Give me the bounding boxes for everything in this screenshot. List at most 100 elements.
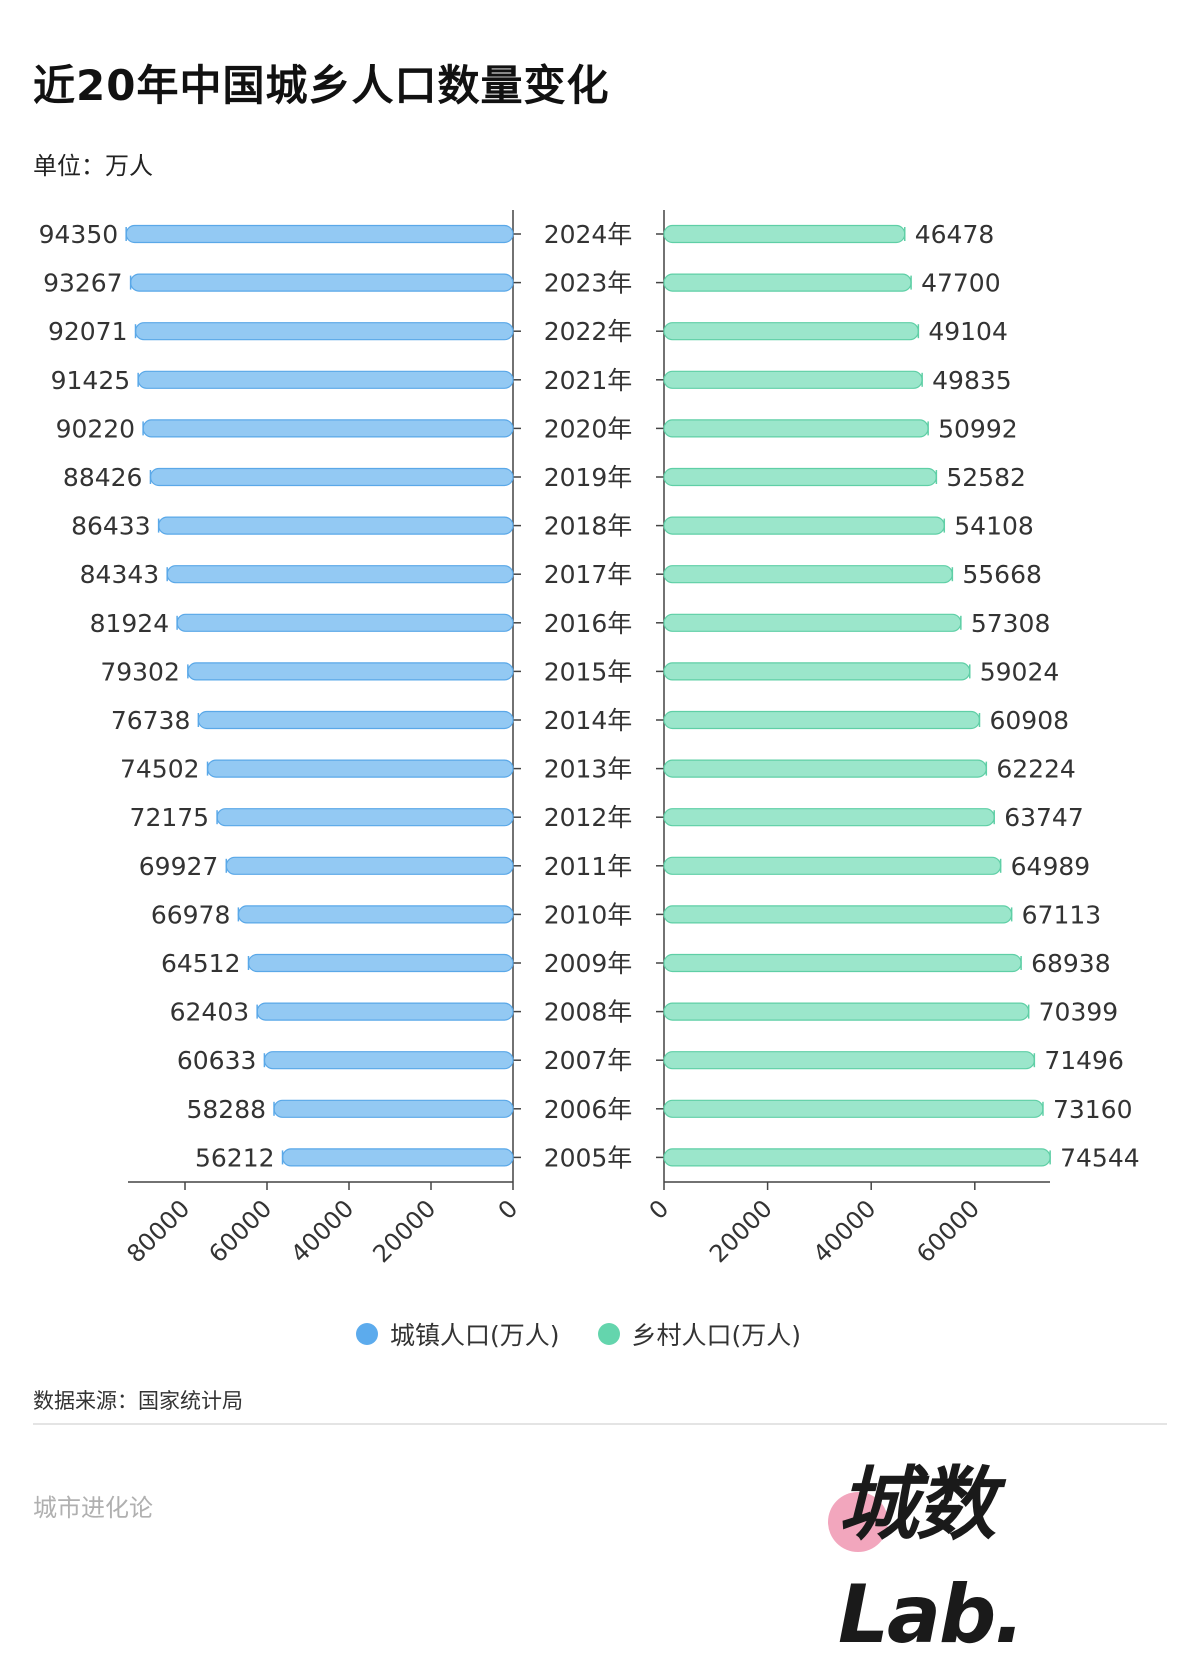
legend-label-urban: 城镇人口(万人): [390, 1321, 560, 1350]
right-axis-tick-label: 40000: [808, 1194, 882, 1268]
urban-value-label: 86433: [71, 512, 151, 541]
rural-value-label: 54108: [954, 512, 1034, 541]
urban-value-label: 66978: [151, 900, 231, 929]
urban-value-label: 76738: [111, 706, 191, 735]
urban-value-label: 81924: [90, 609, 170, 638]
year-label: 2021年: [544, 366, 633, 395]
rural-bar: [663, 516, 945, 535]
urban-value-label: 91425: [51, 366, 131, 395]
rural-bar: [663, 1051, 1035, 1070]
rural-value-label: 63747: [1004, 803, 1084, 832]
page-title: 近20年中国城乡人口数量变化: [33, 61, 610, 110]
year-label: 2005年: [544, 1143, 633, 1172]
urban-bar: [281, 1148, 514, 1167]
rural-bar: [663, 710, 981, 730]
brand-name: 城市进化论: [33, 1494, 153, 1522]
right-axis-tick-label: 20000: [704, 1194, 778, 1268]
urban-value-label: 88426: [63, 463, 143, 492]
year-label: 2015年: [544, 657, 633, 686]
unit-label: 单位：万人: [33, 152, 153, 180]
year-label: 2016年: [544, 609, 633, 638]
rural-value-label: 59024: [980, 657, 1060, 686]
urban-dot-icon: [356, 1323, 378, 1345]
rural-value-label: 71496: [1044, 1046, 1124, 1075]
right-axis-tick-label: 60000: [911, 1194, 985, 1268]
year-label: 2019年: [544, 463, 633, 492]
urban-bar: [263, 1051, 514, 1070]
rural-value-label: 55668: [962, 560, 1042, 589]
urban-value-label: 64512: [161, 949, 241, 978]
rural-bar: [663, 370, 923, 389]
urban-value-label: 74502: [120, 755, 200, 784]
rural-value-label: 46478: [915, 220, 995, 249]
left-axis-tick-label: 0: [493, 1194, 524, 1225]
urban-value-label: 56212: [195, 1143, 275, 1172]
year-label: 2011年: [544, 852, 633, 881]
logo-text: 城数Lab.: [838, 1458, 1025, 1661]
year-label: 2009年: [544, 949, 633, 978]
urban-bar: [166, 565, 514, 584]
rural-dot-icon: [597, 1323, 620, 1345]
legend-label-rural: 乡村人口(万人): [631, 1321, 802, 1350]
urban-value-label: 79302: [100, 657, 180, 686]
urban-bar: [216, 808, 514, 827]
urban-bar: [149, 467, 514, 487]
rural-bar: [663, 1148, 1051, 1167]
urban-bar: [130, 273, 514, 292]
year-label: 2012年: [544, 803, 633, 832]
footer-divider: [33, 1423, 1167, 1425]
rural-bar: [663, 953, 1022, 973]
rural-value-label: 74544: [1060, 1143, 1140, 1172]
rural-bar: [663, 1099, 1044, 1118]
year-label: 2008年: [544, 998, 633, 1027]
urban-bar: [247, 953, 514, 973]
urban-bar: [256, 1002, 514, 1021]
urban-value-label: 60633: [177, 1046, 257, 1075]
data-source: 数据来源：国家统计局: [33, 1389, 243, 1413]
urban-bar: [237, 905, 514, 924]
year-label: 2014年: [544, 706, 633, 735]
left-axis-tick-label: 20000: [367, 1194, 441, 1268]
rural-bar: [663, 905, 1013, 924]
urban-bar: [158, 516, 514, 535]
brand-logo: 城数Lab.: [810, 1450, 1170, 1661]
rural-bar: [663, 662, 971, 681]
urban-bar: [273, 1099, 514, 1118]
urban-value-label: 84343: [80, 560, 160, 589]
rural-value-label: 60908: [990, 706, 1070, 735]
rural-bar: [663, 856, 1002, 875]
rural-value-label: 70399: [1039, 998, 1119, 1027]
rural-bar: [663, 613, 962, 632]
rural-bar: [663, 224, 906, 244]
year-label: 2023年: [544, 269, 633, 298]
year-label: 2017年: [544, 560, 633, 589]
legend-item-urban[interactable]: 城镇人口(万人): [356, 1316, 560, 1352]
rural-bar: [663, 273, 912, 292]
urban-bar: [137, 370, 514, 389]
urban-bar: [142, 419, 514, 438]
butterfly-bar-chart: 94350 2024年 46478 93267 2023年 47700 92071 2022年…: [39, 210, 1140, 1268]
year-label: 2013年: [544, 755, 633, 784]
year-label: 2022年: [544, 317, 633, 346]
year-label: 2018年: [544, 512, 633, 541]
legend-item-rural[interactable]: 乡村人口(万人): [597, 1316, 802, 1352]
urban-value-label: 58288: [186, 1095, 266, 1124]
urban-value-label: 69927: [139, 852, 219, 881]
rural-value-label: 67113: [1022, 900, 1102, 929]
year-label: 2006年: [544, 1095, 633, 1124]
rural-bar: [663, 419, 929, 438]
urban-bar: [176, 613, 514, 632]
urban-value-label: 90220: [56, 414, 136, 443]
right-axis-tick-label: 0: [644, 1194, 675, 1225]
rural-value-label: 49104: [928, 317, 1008, 346]
rural-value-label: 49835: [932, 366, 1012, 395]
year-label: 2024年: [544, 220, 633, 249]
urban-bar: [187, 662, 514, 681]
rural-value-label: 57308: [971, 609, 1051, 638]
rural-bar: [663, 565, 953, 584]
rural-bar: [663, 467, 937, 487]
urban-bar: [125, 224, 514, 244]
rural-value-label: 64989: [1011, 852, 1091, 881]
left-axis-tick-label: 40000: [285, 1194, 359, 1268]
urban-value-label: 93267: [43, 269, 123, 298]
